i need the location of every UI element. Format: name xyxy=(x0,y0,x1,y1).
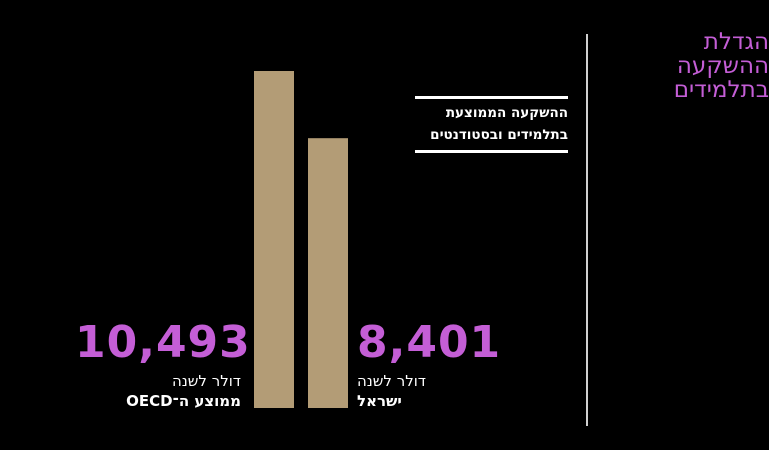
israel-value-label: 8,401 xyxy=(357,317,502,368)
chart-title: ההשקעה הממוצעת בתלמידים ובסטודנטים xyxy=(430,105,568,143)
bar-oecd xyxy=(254,71,294,408)
israel-unit-label: דולר לשנה xyxy=(357,372,426,390)
title-top-rule xyxy=(415,96,568,99)
chart-title-block: ההשקעה הממוצעת בתלמידים ובסטודנטים xyxy=(415,96,568,153)
bar-israel xyxy=(308,138,348,408)
section-title: הגדלת ההשקעה בתלמידים xyxy=(673,29,769,103)
oecd-value-label: 10,493 xyxy=(75,317,251,368)
oecd-label-block: 10,493 דולר לשנה ממוצע ה־OECD xyxy=(75,317,251,411)
oecd-category-label: ממוצע ה־OECD xyxy=(126,392,241,410)
title-bottom-rule xyxy=(415,150,568,153)
vertical-divider xyxy=(586,34,588,426)
oecd-unit-label: דולר לשנה xyxy=(172,372,241,390)
israel-category-label: ישראל xyxy=(357,392,402,410)
israel-label-block: 8,401 דולר לשנה ישראל xyxy=(357,317,502,411)
